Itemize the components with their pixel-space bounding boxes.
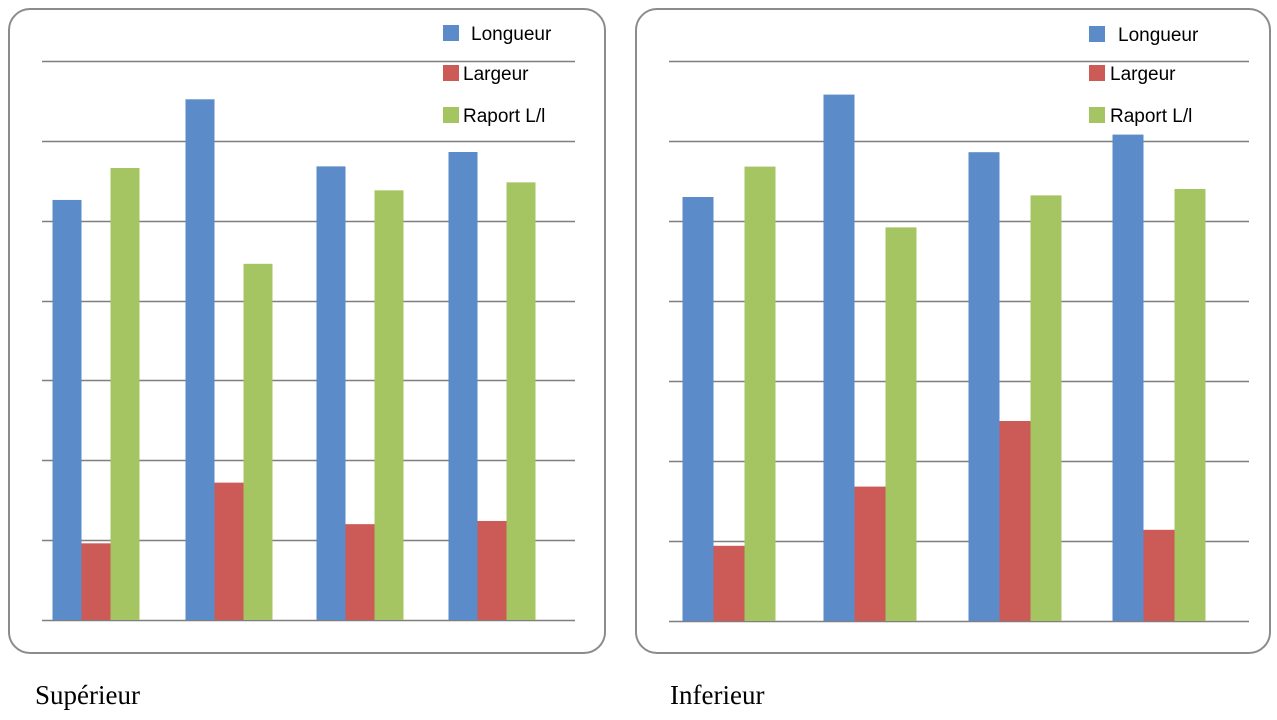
bar-chart-superieur: Longueur Largeur Raport L/l: [42, 24, 575, 622]
bar-rapport-3: [374, 190, 404, 620]
legend-label-largeur: Largeur: [463, 64, 529, 85]
bar-rapport-2: [243, 263, 273, 620]
legend-swatch-longueur: [443, 25, 459, 41]
bar-rapport-4: [506, 182, 536, 620]
bar-largeur-1: [713, 545, 745, 621]
bars: [682, 94, 1206, 622]
legend-label-longueur: Longueur: [471, 24, 552, 45]
legend-label-largeur: Largeur: [1110, 64, 1176, 85]
bar-longueur-4: [448, 152, 478, 620]
chart-caption-inferieur: Inferieur: [670, 680, 765, 710]
legend: Longueur Largeur Raport L/l: [443, 24, 552, 127]
legend-swatch-largeur: [443, 65, 459, 81]
chart-panel-superieur: Longueur Largeur Raport L/l: [8, 8, 606, 654]
legend-swatch-rapport: [1089, 107, 1105, 123]
bar-largeur-1: [81, 543, 111, 620]
bar-rapport-1: [744, 166, 776, 621]
bar-chart-inferieur: Longueur Largeur Raport L/l: [669, 25, 1249, 623]
legend-swatch-longueur: [1089, 26, 1105, 42]
bar-largeur-4: [1143, 529, 1175, 621]
bar-largeur-4: [477, 520, 507, 620]
legend-swatch-largeur: [1089, 65, 1105, 81]
bar-largeur-3: [999, 421, 1031, 621]
bar-longueur-4: [1112, 134, 1144, 621]
bar-rapport-3: [1030, 195, 1062, 621]
bar-longueur-1: [682, 197, 714, 621]
bar-rapport-2: [885, 227, 917, 621]
chart-panel-inferieur: Longueur Largeur Raport L/l: [635, 8, 1271, 654]
legend: Longueur Largeur Raport L/l: [1089, 25, 1199, 127]
bar-longueur-3: [316, 166, 346, 620]
legend-label-rapport: Raport L/l: [463, 106, 545, 127]
bar-largeur-2: [214, 482, 244, 620]
bar-largeur-2: [854, 486, 886, 621]
chart-caption-superieur: Supérieur: [35, 680, 140, 710]
bar-rapport-1: [110, 167, 140, 620]
bar-longueur-1: [52, 199, 82, 621]
legend-label-longueur: Longueur: [1118, 25, 1199, 46]
legend-swatch-rapport: [443, 107, 459, 123]
bar-longueur-2: [185, 99, 215, 621]
bar-longueur-3: [968, 152, 1000, 621]
bars: [52, 99, 536, 621]
bar-largeur-3: [345, 524, 375, 620]
bar-longueur-2: [823, 94, 855, 622]
legend-label-rapport: Raport L/l: [1110, 106, 1192, 127]
bar-rapport-4: [1174, 189, 1206, 621]
